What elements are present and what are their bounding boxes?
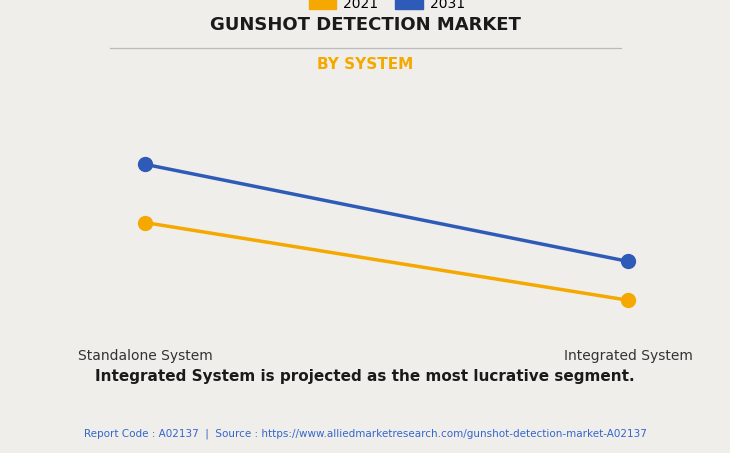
Legend: 2021, 2031: 2021, 2031 — [303, 0, 471, 17]
2021 — [624, 298, 633, 303]
Text: GUNSHOT DETECTION MARKET: GUNSHOT DETECTION MARKET — [210, 16, 520, 34]
Line: 2031: 2031 — [139, 158, 635, 268]
2031 — [624, 259, 633, 264]
Line: 2021: 2021 — [139, 216, 635, 307]
Text: Report Code : A02137  |  Source : https://www.alliedmarketresearch.com/gunshot-d: Report Code : A02137 | Source : https://… — [83, 428, 647, 439]
Text: Integrated System is projected as the most lucrative segment.: Integrated System is projected as the mo… — [95, 369, 635, 384]
Text: BY SYSTEM: BY SYSTEM — [317, 57, 413, 72]
2021 — [141, 220, 150, 225]
2031 — [141, 162, 150, 167]
